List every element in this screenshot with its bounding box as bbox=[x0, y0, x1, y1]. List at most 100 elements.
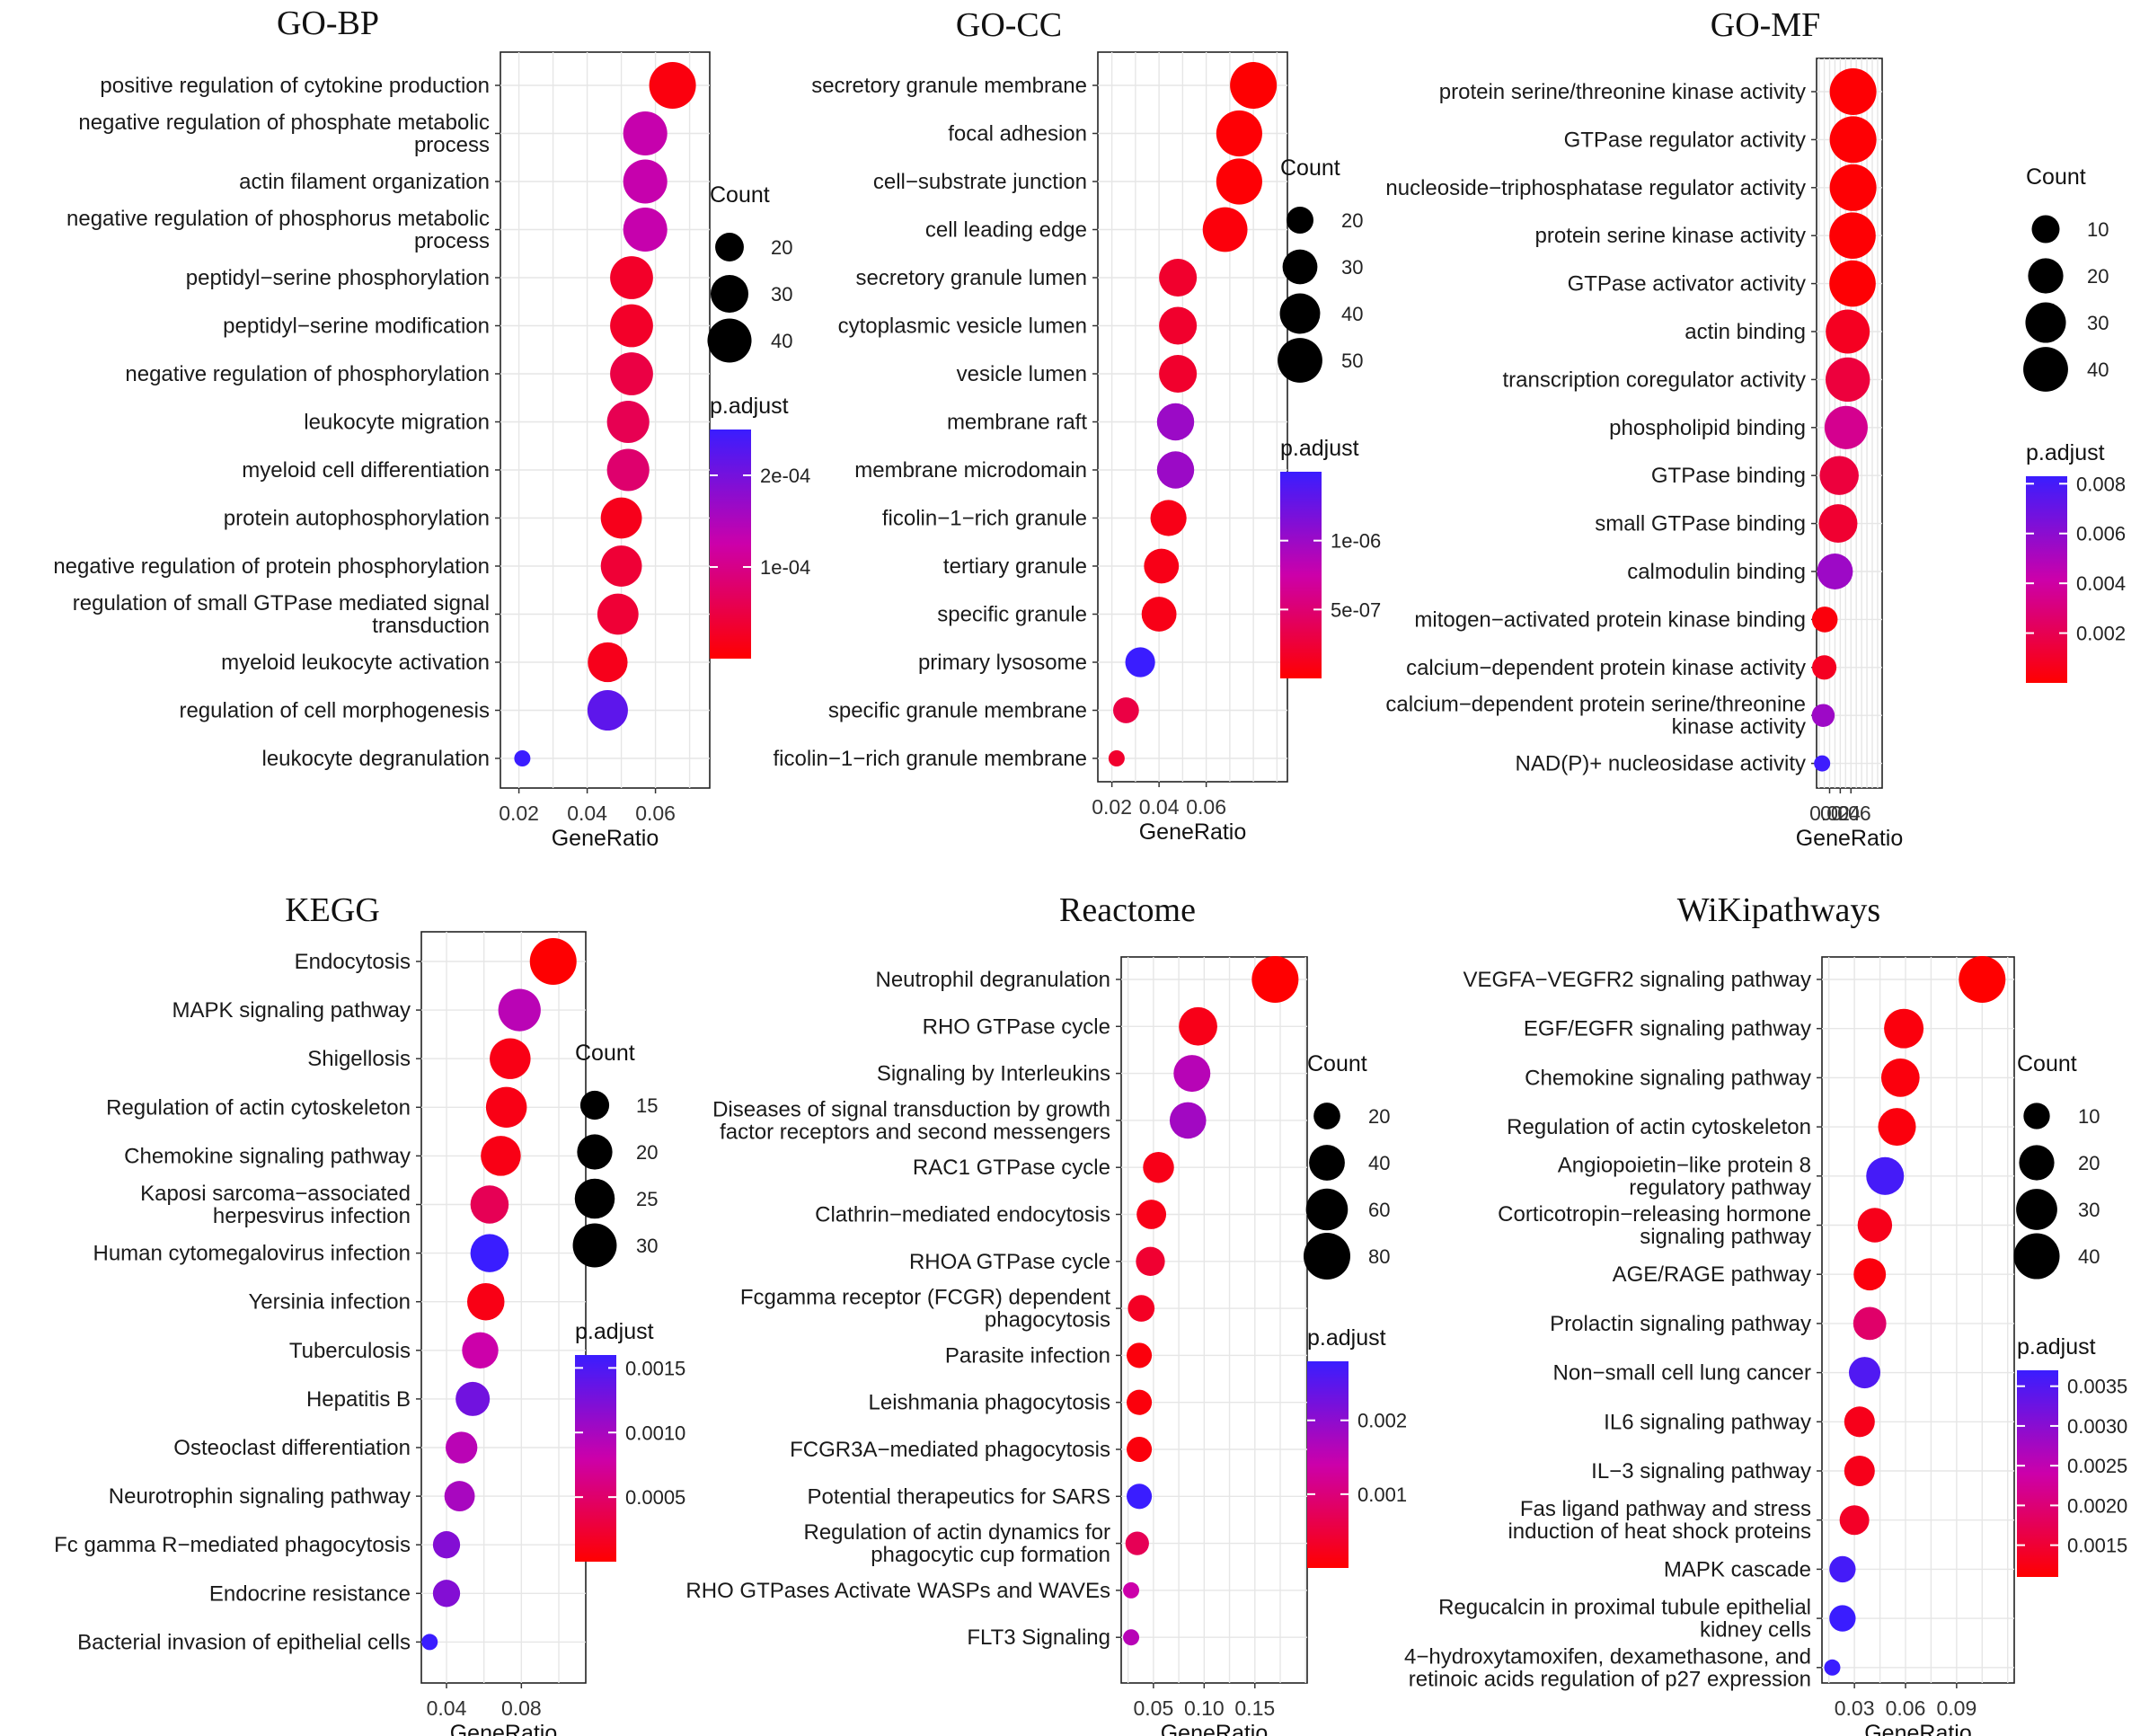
data-point[interactable] bbox=[1814, 755, 1831, 772]
data-point[interactable] bbox=[444, 1481, 475, 1512]
data-point[interactable] bbox=[1127, 1484, 1153, 1510]
data-point[interactable] bbox=[1112, 697, 1139, 723]
term-label: cell leading edge bbox=[925, 218, 1087, 243]
data-point[interactable] bbox=[498, 988, 541, 1032]
term-label-line: protein autophosphorylation bbox=[224, 507, 490, 531]
data-point[interactable] bbox=[1125, 647, 1155, 678]
data-point[interactable] bbox=[1853, 1306, 1887, 1341]
data-point[interactable] bbox=[1878, 1108, 1916, 1147]
data-point[interactable] bbox=[623, 111, 668, 156]
data-point[interactable] bbox=[1853, 1258, 1887, 1291]
data-point[interactable] bbox=[1202, 207, 1248, 252]
data-point[interactable] bbox=[1123, 1581, 1140, 1599]
data-point[interactable] bbox=[610, 304, 653, 348]
data-point[interactable] bbox=[1127, 1436, 1153, 1463]
data-point[interactable] bbox=[1159, 306, 1198, 345]
data-point[interactable] bbox=[1179, 1006, 1217, 1046]
data-point[interactable] bbox=[606, 448, 650, 492]
data-point[interactable] bbox=[1829, 260, 1876, 307]
legend-colorbar-label: 0.002 bbox=[1357, 1410, 1407, 1432]
data-point[interactable] bbox=[600, 497, 642, 539]
term-label-line: MAPK signaling pathway bbox=[172, 998, 411, 1023]
data-point[interactable] bbox=[485, 1086, 527, 1129]
data-point[interactable] bbox=[445, 1431, 478, 1464]
data-point[interactable] bbox=[1169, 1102, 1207, 1139]
data-point[interactable] bbox=[490, 1038, 531, 1079]
data-point[interactable] bbox=[1216, 158, 1262, 205]
data-point[interactable] bbox=[466, 1282, 505, 1321]
data-point[interactable] bbox=[421, 1634, 438, 1651]
data-point[interactable] bbox=[1811, 655, 1837, 680]
data-point[interactable] bbox=[1159, 354, 1198, 394]
data-point[interactable] bbox=[1127, 1342, 1153, 1368]
data-point[interactable] bbox=[1144, 548, 1180, 584]
data-point[interactable] bbox=[1839, 1505, 1870, 1536]
data-point[interactable] bbox=[1824, 1659, 1841, 1676]
data-point[interactable] bbox=[432, 1580, 461, 1608]
term-label-line: Diseases of signal transduction by growt… bbox=[712, 1097, 1110, 1121]
term-label-line: AGE/RAGE pathway bbox=[1613, 1262, 1811, 1287]
data-point[interactable] bbox=[1884, 1008, 1924, 1049]
data-point[interactable] bbox=[1127, 1389, 1153, 1415]
data-point[interactable] bbox=[470, 1185, 509, 1224]
data-point[interactable] bbox=[1156, 451, 1195, 489]
term-label: small GTPase binding bbox=[1595, 512, 1806, 536]
data-point[interactable] bbox=[587, 689, 628, 731]
data-point[interactable] bbox=[1123, 1629, 1140, 1646]
data-point[interactable] bbox=[1829, 164, 1877, 211]
data-point[interactable] bbox=[1156, 403, 1195, 441]
data-point[interactable] bbox=[649, 62, 696, 109]
data-point[interactable] bbox=[1230, 62, 1278, 109]
data-point[interactable] bbox=[1108, 750, 1125, 766]
data-point[interactable] bbox=[1216, 110, 1262, 157]
data-point[interactable] bbox=[606, 400, 650, 444]
data-point[interactable] bbox=[1829, 68, 1877, 115]
data-point[interactable] bbox=[1857, 1208, 1893, 1243]
data-point[interactable] bbox=[1829, 1605, 1856, 1632]
legend-size-key bbox=[1279, 293, 1321, 334]
data-point[interactable] bbox=[1817, 554, 1853, 589]
data-point[interactable] bbox=[1866, 1156, 1905, 1195]
data-point[interactable] bbox=[1127, 1295, 1155, 1322]
data-point[interactable] bbox=[1811, 607, 1838, 633]
data-point[interactable] bbox=[1141, 597, 1177, 632]
data-point[interactable] bbox=[1844, 1406, 1875, 1438]
data-point[interactable] bbox=[623, 207, 668, 252]
data-point[interactable] bbox=[1136, 1200, 1167, 1229]
data-point[interactable] bbox=[514, 750, 531, 766]
data-point[interactable] bbox=[1844, 1455, 1875, 1487]
data-point[interactable] bbox=[1826, 309, 1870, 354]
data-point[interactable] bbox=[1959, 956, 2006, 1003]
data-point[interactable] bbox=[1819, 456, 1859, 495]
data-point[interactable] bbox=[455, 1381, 491, 1416]
data-point[interactable] bbox=[1849, 1357, 1880, 1389]
data-point[interactable] bbox=[1150, 500, 1187, 536]
data-point[interactable] bbox=[1829, 116, 1877, 164]
data-point[interactable] bbox=[1829, 212, 1876, 259]
data-point[interactable] bbox=[1143, 1151, 1174, 1183]
data-point[interactable] bbox=[1829, 1555, 1856, 1583]
term-label: myeloid cell differentiation bbox=[242, 458, 490, 483]
data-point[interactable] bbox=[610, 256, 653, 299]
data-point[interactable] bbox=[623, 159, 668, 204]
data-point[interactable] bbox=[1159, 258, 1198, 297]
data-point[interactable] bbox=[1136, 1246, 1165, 1276]
data-point[interactable] bbox=[1880, 1058, 1920, 1097]
data-point[interactable] bbox=[1173, 1055, 1211, 1093]
data-point[interactable] bbox=[1251, 956, 1299, 1003]
data-point[interactable] bbox=[600, 545, 642, 587]
data-point[interactable] bbox=[1818, 504, 1858, 544]
data-point[interactable] bbox=[597, 593, 639, 635]
data-point[interactable] bbox=[588, 642, 628, 683]
data-point[interactable] bbox=[470, 1234, 509, 1272]
data-point[interactable] bbox=[529, 938, 577, 985]
data-point[interactable] bbox=[1825, 357, 1870, 403]
data-point[interactable] bbox=[1811, 704, 1835, 727]
x-tick-label: 0.04 bbox=[1139, 795, 1180, 819]
data-point[interactable] bbox=[462, 1332, 499, 1369]
data-point[interactable] bbox=[1125, 1531, 1149, 1555]
data-point[interactable] bbox=[1824, 405, 1868, 449]
data-point[interactable] bbox=[481, 1136, 521, 1176]
data-point[interactable] bbox=[610, 352, 653, 395]
data-point[interactable] bbox=[432, 1531, 461, 1559]
